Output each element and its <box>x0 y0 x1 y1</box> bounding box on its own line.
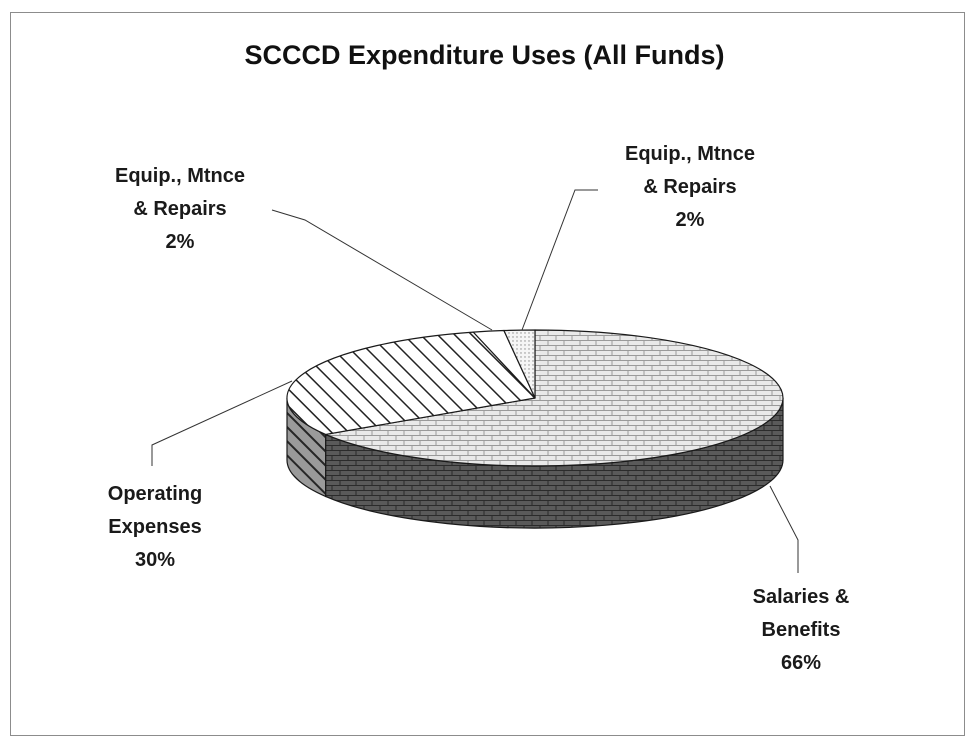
leader-line-0 <box>769 485 799 573</box>
slice-label-percent: 66% <box>780 652 822 674</box>
slice-label-name-line1: Operating <box>107 483 203 505</box>
slice-label-name-line1: Equip., Mtnce <box>115 165 245 187</box>
slice-label-salaries-benefits: Salaries & Benefits 66% <box>686 581 916 680</box>
pie-slice-1 <box>286 331 536 436</box>
leader-line-3 <box>271 209 493 331</box>
slice-label-percent: 2% <box>165 231 195 253</box>
slice-label-equip-left: Equip., Mtnce & Repairs 2% <box>65 160 295 259</box>
slice-label-name-line1: Equip., Mtnce <box>625 143 755 165</box>
slice-label-equip-right: Equip., Mtnce & Repairs 2% <box>575 138 805 237</box>
slice-label-percent: 2% <box>675 209 705 231</box>
leader-line-2 <box>521 189 598 331</box>
leader-line-1 <box>151 380 293 466</box>
slice-label-percent: 30% <box>134 549 176 571</box>
slice-label-name-line2: Benefits <box>761 619 841 641</box>
chart-title: SCCCD Expenditure Uses (All Funds) <box>244 40 725 70</box>
slice-label-name-line2: Expenses <box>108 516 202 538</box>
slice-label-name-line2: & Repairs <box>643 176 737 198</box>
pie-slice-3 <box>503 329 536 399</box>
slice-label-name-line1: Salaries & <box>752 586 850 608</box>
slice-label-name-line2: & Repairs <box>133 198 227 220</box>
slice-label-operating-expenses: Operating Expenses 30% <box>40 478 270 577</box>
pie-slice-0 <box>325 329 784 467</box>
